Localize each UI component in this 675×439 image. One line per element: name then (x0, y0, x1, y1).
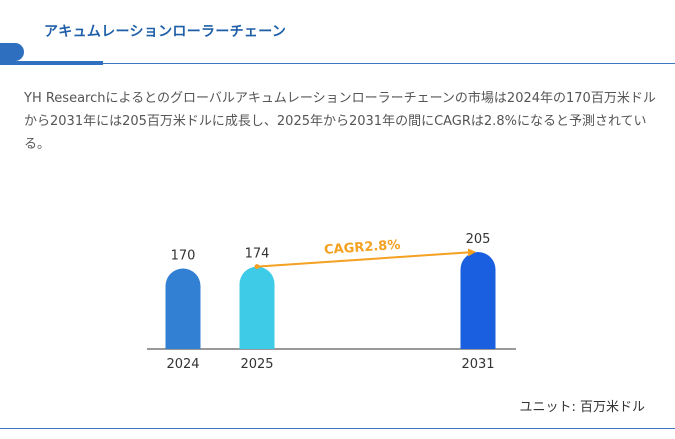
page-title: アキュムレーションローラーチェーン (44, 24, 287, 40)
cagr-arrow (256, 248, 476, 268)
category-label-2025: 2025 (240, 357, 273, 372)
bar-2025 (239, 266, 275, 349)
category-label-2031: 2031 (461, 357, 494, 372)
bottom-divider (0, 428, 675, 429)
bar-2024 (165, 268, 201, 349)
cagr-label: CAGR2.8% (324, 238, 401, 258)
market-description: YH Researchによるとのグローバルアキュムレーションローラーチェーンの市… (24, 91, 656, 152)
title-divider (103, 63, 675, 64)
bar-2031 (460, 252, 496, 349)
value-label-2025: 174 (245, 247, 270, 262)
title-accent-tab (0, 43, 24, 61)
category-label-2024: 2024 (166, 357, 199, 372)
title-accent-underline (0, 61, 103, 65)
value-label-2024: 170 (171, 249, 196, 264)
value-label-2031: 205 (466, 232, 491, 247)
unit-label: ユニット: 百万米ドル (519, 400, 645, 415)
